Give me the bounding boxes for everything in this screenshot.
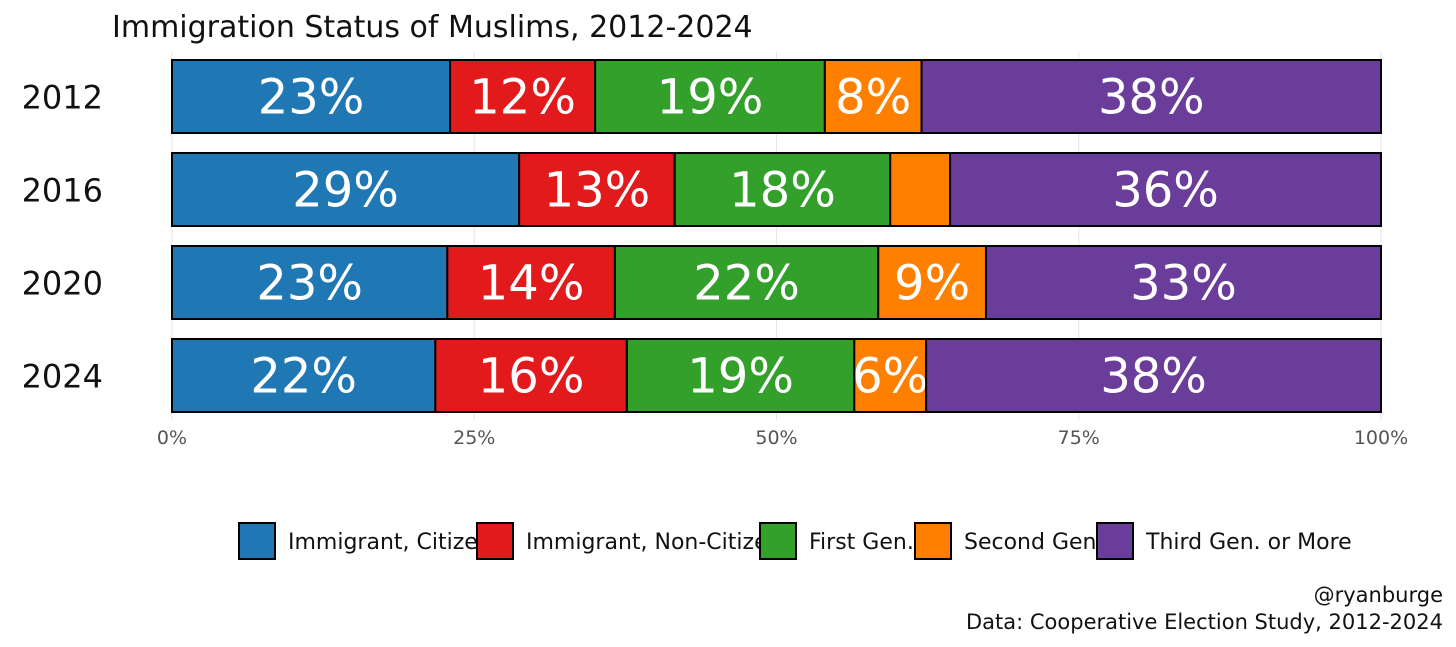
- x-tick-label: 50%: [755, 427, 797, 449]
- x-tick-label: 100%: [1354, 427, 1408, 449]
- bar-segment: [446, 245, 616, 320]
- bar-value-label: 13%: [544, 163, 651, 219]
- bar-value-label: 22%: [693, 256, 800, 312]
- bar-value-label: 6%: [852, 349, 928, 405]
- legend-swatch: [476, 522, 514, 560]
- bar-value-label: 19%: [687, 349, 794, 405]
- bar-value-label: 22%: [250, 349, 357, 405]
- legend-label: First Gen.: [809, 530, 914, 555]
- caption-source: Data: Cooperative Election Study, 2012-2…: [966, 610, 1443, 634]
- bar-value-label: 38%: [1098, 70, 1205, 126]
- bar-value-label: 16%: [478, 349, 585, 405]
- bar-segment: [434, 338, 628, 413]
- legend-label: Immigrant, Non-Citizen: [526, 530, 782, 555]
- legend-swatch: [759, 522, 797, 560]
- category-label: 2016: [22, 172, 103, 210]
- bar-segment: [625, 338, 856, 413]
- bar-segment: [171, 59, 452, 134]
- category-label: 2012: [22, 79, 103, 117]
- category-label: 2024: [22, 358, 103, 396]
- bar-segment: [920, 59, 1383, 134]
- x-tick-label: 75%: [1058, 427, 1100, 449]
- bar-segment: [889, 152, 952, 227]
- x-tick-label: 0%: [157, 427, 187, 449]
- legend: Immigrant, Citizen Immigrant, Non-Citizen…: [238, 522, 1352, 560]
- x-axis-ticks: 0% 25% 50% 75% 100%: [157, 427, 1408, 449]
- legend-label: Second Gen.: [964, 530, 1103, 555]
- bar-segment: [171, 338, 437, 413]
- bar-value-label: 9%: [894, 256, 970, 312]
- bar-value-label: 29%: [292, 163, 399, 219]
- legend-label: Third Gen. or More: [1145, 530, 1352, 555]
- legend-label: Immigrant, Citizen: [288, 530, 492, 555]
- bar-segment: [673, 152, 892, 227]
- bar-value-label: 38%: [1100, 349, 1207, 405]
- bar-segment: [877, 245, 987, 320]
- legend-swatch: [238, 522, 276, 560]
- x-tick-label: 25%: [453, 427, 495, 449]
- bar-segment: [171, 152, 521, 227]
- bar-value-label: 23%: [256, 256, 363, 312]
- bar-segment: [449, 59, 597, 134]
- legend-swatch: [1096, 522, 1134, 560]
- bar-value-label: 14%: [478, 256, 585, 312]
- bar-segment: [171, 245, 449, 320]
- bar-value-label: 12%: [469, 70, 576, 126]
- category-labels: 2012 2016 2020 2024: [22, 79, 103, 396]
- bar-value-label: 19%: [657, 70, 764, 126]
- bar-value-label: 8%: [835, 70, 911, 126]
- legend-swatch: [914, 522, 952, 560]
- caption-handle: @ryanburge: [1314, 583, 1443, 607]
- bar-value-label: 18%: [729, 163, 836, 219]
- bar-segment: [984, 245, 1383, 320]
- category-label: 2020: [22, 265, 103, 303]
- bar-value-label: 23%: [258, 70, 365, 126]
- bar-segment: [949, 152, 1383, 227]
- bar-segment: [925, 338, 1382, 413]
- chart-title: Immigration Status of Muslims, 2012-2024: [112, 10, 753, 45]
- bars: 23% 12% 19% 8% 38% 29% 13% 18% 36% 23% 14% 22% 9% 33%…: [171, 59, 1383, 413]
- bar-segment: [518, 152, 676, 227]
- bar-value-label: 36%: [1112, 163, 1219, 219]
- bar-value-label: 33%: [1130, 256, 1237, 312]
